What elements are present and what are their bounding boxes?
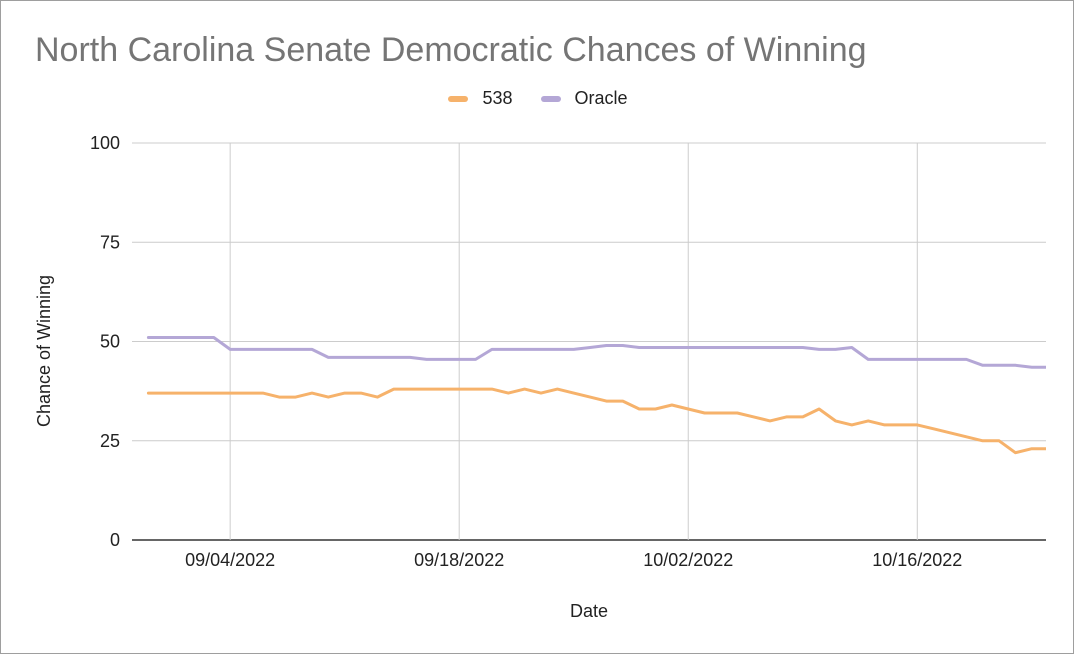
- y-tick-label-75: 75: [100, 232, 120, 252]
- y-tick-label-0: 0: [110, 530, 120, 550]
- axis-labels: 0 25 50 75 100 09/04/2022 09/18/2022 10/02/2022…: [90, 133, 962, 570]
- chart-title: North Carolina Senate Democratic Chances…: [35, 31, 867, 69]
- x-axis-title: Date: [570, 601, 608, 621]
- y-tick-label-100: 100: [90, 133, 120, 153]
- series-layer: [146, 336, 1074, 455]
- legend-swatch-oracle: [540, 95, 561, 102]
- legend-swatch-538: [448, 95, 469, 102]
- x-tick-label-3: 10/16/2022: [872, 550, 962, 570]
- x-tick-label-0: 09/04/2022: [185, 550, 275, 570]
- legend-label-538: 538: [482, 88, 513, 108]
- legend: 538 Oracle: [1, 88, 1074, 109]
- legend-item-538[interactable]: 538: [448, 88, 513, 109]
- series-line-oracle[interactable]: [146, 336, 1074, 369]
- legend-item-oracle[interactable]: Oracle: [540, 88, 628, 109]
- x-tick-label-2: 10/02/2022: [643, 550, 733, 570]
- x-tick-label-1: 09/18/2022: [414, 550, 504, 570]
- y-tick-label-50: 50: [100, 332, 120, 352]
- y-axis-title: Chance of Winning: [34, 275, 54, 427]
- series-line-538[interactable]: [146, 387, 1074, 455]
- grid-lines: [132, 142, 1046, 541]
- legend-label-oracle: Oracle: [574, 88, 628, 108]
- y-tick-label-25: 25: [100, 431, 120, 451]
